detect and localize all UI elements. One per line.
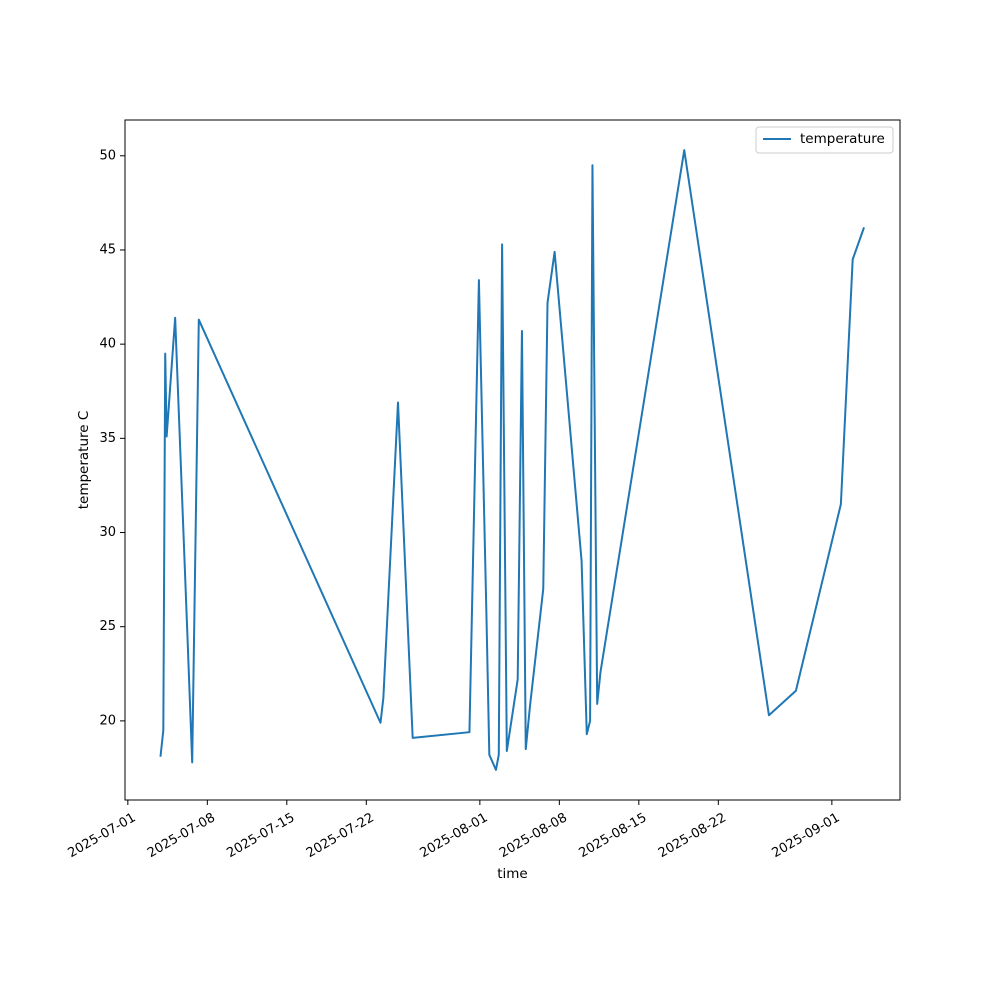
y-tick-label: 40 bbox=[99, 337, 116, 352]
y-tick-label: 30 bbox=[99, 525, 116, 540]
x-axis-label: time bbox=[497, 866, 528, 882]
axes-frame bbox=[124, 119, 901, 801]
legend-entry-temperature: temperature bbox=[800, 131, 885, 147]
plot-area bbox=[159, 149, 865, 771]
y-tick-label: 50 bbox=[99, 148, 116, 163]
y-axis: 20 25 30 35 40 45 50 bbox=[99, 148, 125, 728]
y-tick-label: 25 bbox=[99, 619, 116, 634]
series-line-temperature bbox=[159, 149, 865, 771]
y-tick-label: 20 bbox=[99, 713, 116, 728]
y-tick-label: 35 bbox=[99, 431, 116, 446]
y-tick-label: 45 bbox=[99, 242, 116, 257]
legend: temperature bbox=[755, 126, 894, 154]
legend-box bbox=[755, 126, 894, 154]
y-axis-label: temperature C bbox=[76, 411, 92, 510]
